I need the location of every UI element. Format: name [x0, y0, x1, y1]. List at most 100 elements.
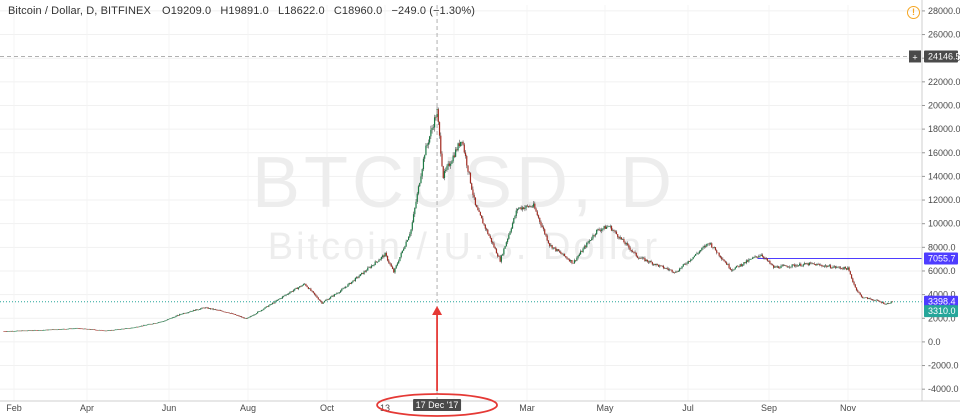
candle-down — [635, 252, 637, 257]
candle-up — [28, 330, 30, 331]
candle-down — [231, 313, 233, 314]
candle-up — [19, 330, 21, 332]
candle-up — [134, 327, 136, 328]
candle-down — [123, 328, 125, 330]
candle-down — [12, 331, 14, 332]
candle-up — [144, 325, 146, 326]
candle-up — [360, 272, 363, 275]
candle-up — [396, 263, 399, 266]
candle-up — [431, 128, 433, 131]
candle-down — [660, 265, 662, 267]
candle-up — [552, 247, 554, 249]
candle-up — [172, 317, 175, 318]
candle-up — [337, 292, 339, 294]
candle-down — [563, 253, 566, 257]
candle-down — [638, 257, 640, 259]
candle-up — [602, 228, 604, 230]
candle-down — [867, 297, 869, 299]
candle-down — [184, 313, 186, 314]
candle-down — [873, 300, 875, 301]
price-tick-label: 8000.0 — [928, 242, 956, 252]
candle-up — [451, 161, 453, 164]
candle-up — [797, 265, 799, 267]
candle-up — [803, 263, 806, 265]
candle-up — [808, 262, 811, 266]
candle-up — [410, 229, 412, 234]
candle-up — [149, 323, 151, 325]
candle-up — [377, 261, 379, 263]
candle-up — [359, 274, 361, 277]
candle-up — [885, 304, 887, 305]
low-value: L18622.0 — [278, 5, 325, 17]
candle-up — [586, 242, 588, 248]
candle-up — [745, 260, 747, 264]
candle-up — [659, 265, 661, 267]
candle-up — [111, 330, 113, 331]
candle-up — [278, 299, 280, 300]
price-tick-label: 18000.0 — [928, 124, 960, 134]
candle-down — [137, 326, 139, 328]
candle-up — [113, 329, 115, 331]
candle-up — [274, 301, 276, 304]
candle-up — [619, 237, 621, 239]
candle-up — [10, 331, 13, 332]
candle-up — [325, 300, 327, 302]
candle-up — [612, 230, 614, 231]
candle-up — [275, 300, 277, 302]
candle-down — [810, 262, 812, 264]
candle-down — [728, 264, 730, 268]
candle-down — [489, 235, 491, 238]
candle-up — [301, 285, 303, 287]
candle-down — [70, 328, 72, 330]
candle-up — [550, 245, 552, 246]
candle-down — [884, 303, 886, 305]
candle-down — [526, 205, 528, 207]
candle-down — [437, 109, 439, 123]
candle-down — [821, 264, 823, 266]
candle-up — [250, 315, 253, 317]
candle-down — [566, 257, 568, 259]
symbol-title[interactable]: Bitcoin / Dollar, D, BITFINEX — [8, 5, 151, 17]
candle-down — [467, 165, 469, 172]
candle-up — [445, 169, 447, 172]
candle-down — [65, 328, 67, 330]
candle-up — [297, 287, 300, 290]
candle-up — [294, 288, 296, 291]
candle-down — [386, 255, 389, 261]
candle-up — [424, 155, 426, 159]
candle-up — [187, 312, 189, 313]
candle-down — [493, 243, 495, 248]
candle-up — [727, 264, 729, 265]
candle-up — [516, 208, 519, 211]
time-axis[interactable]: FebAprJunAugOct1318MarMayJulSepNov — [0, 400, 960, 413]
candle-up — [639, 258, 641, 259]
candle-up — [44, 329, 46, 331]
candle-up — [781, 265, 783, 266]
candle-down — [150, 323, 152, 325]
candle-down — [530, 206, 532, 207]
candle-up — [21, 330, 24, 332]
candle-down — [219, 310, 222, 311]
candle-up — [358, 276, 360, 278]
candle-up — [601, 229, 603, 231]
candle-down — [93, 329, 95, 331]
arrow-head — [432, 306, 443, 315]
candle-up — [73, 328, 76, 330]
candle-up — [351, 281, 353, 284]
change-value: −249.0 (−1.30%) — [391, 5, 475, 17]
candle-down — [610, 226, 613, 231]
candle-down — [839, 267, 842, 269]
candle-up — [459, 141, 462, 147]
candle-up — [295, 287, 297, 289]
candle-up — [171, 317, 173, 319]
candle-down — [755, 256, 757, 258]
warning-icon[interactable]: ! — [907, 6, 920, 19]
candle-up — [322, 302, 324, 304]
candle-up — [791, 264, 793, 267]
candle-up — [735, 265, 738, 268]
candle-up — [270, 304, 272, 305]
candle-down — [385, 252, 387, 256]
candle-down — [860, 294, 863, 297]
candle-down — [453, 155, 455, 157]
